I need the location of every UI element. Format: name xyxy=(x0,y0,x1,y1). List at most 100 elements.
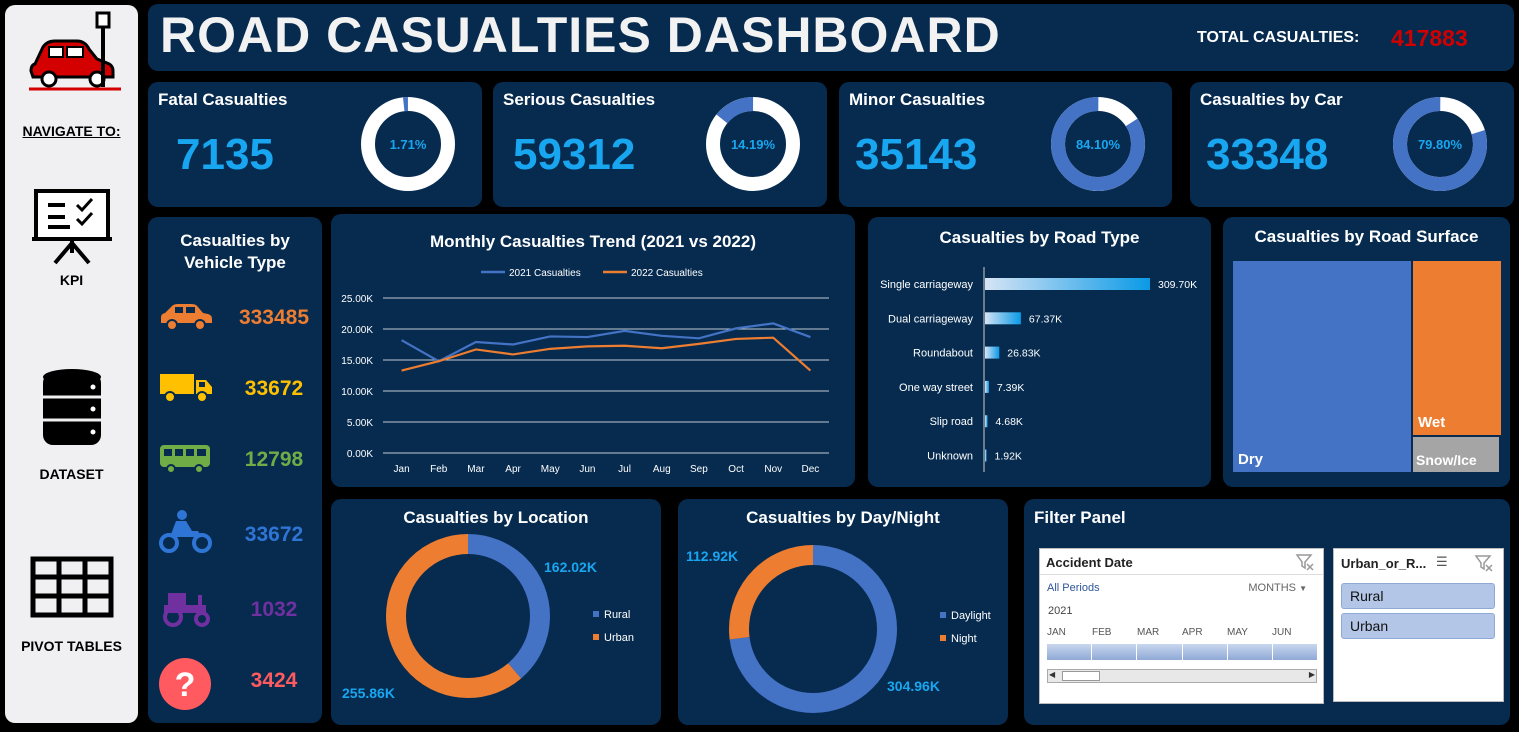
legend-label: Daylight xyxy=(951,610,991,622)
multi-select-icon[interactable]: ☰ xyxy=(1436,554,1448,569)
nav-kpi[interactable]: KPI xyxy=(5,183,138,288)
road-surface-panel: Casualties by Road Surface Dry Wet Snow/… xyxy=(1223,217,1510,487)
bar-value-label: 1.92K xyxy=(995,451,1022,463)
scroll-left-icon[interactable]: ◀ xyxy=(1049,670,1056,679)
treemap-tile-dry: Dry xyxy=(1233,261,1411,472)
question-icon: ? xyxy=(159,658,211,710)
x-tick-label: Jul xyxy=(618,464,631,475)
bar-value-label: 26.83K xyxy=(1007,348,1040,360)
series-line-2021 xyxy=(401,322,811,363)
nav-pivot-tables[interactable]: PIVOT TABLES xyxy=(5,555,138,654)
donut-data-label: 112.92K xyxy=(686,548,738,564)
x-tick-label: Jan xyxy=(394,464,410,475)
slicer-item-urban[interactable]: Urban xyxy=(1341,613,1495,639)
monthly-trend-panel: Monthly Casualties Trend (2021 vs 2022) … xyxy=(331,214,855,487)
timeline-month-label[interactable]: MAY xyxy=(1227,627,1248,638)
kpi-title: Serious Casualties xyxy=(503,90,656,109)
timeline-scrollbar[interactable]: ◀ ▶ xyxy=(1047,669,1317,683)
treemap-label: Dry xyxy=(1238,451,1264,468)
kpi-card-fatal: Fatal Casualties 7135 1.71% xyxy=(148,82,482,207)
bar xyxy=(985,415,988,428)
day-night-chart: 304.96K 112.92K Daylight Night xyxy=(686,545,991,713)
kpi-title: Fatal Casualties xyxy=(158,90,288,109)
y-tick-label: 0.00K xyxy=(347,449,373,460)
vehicle-value-other: 3424 xyxy=(250,669,298,692)
vehicle-value-car: 333485 xyxy=(238,306,310,329)
x-tick-label: Apr xyxy=(505,464,521,475)
legend-swatch xyxy=(593,634,599,640)
kpi-value: 7135 xyxy=(176,130,274,179)
nav-kpi-label: KPI xyxy=(59,272,84,288)
timeline-months: JAN FEB MAR APR MAY JUN xyxy=(1047,627,1317,641)
timeline-month-label[interactable]: MAR xyxy=(1137,627,1160,638)
treemap-label: Snow/Ice xyxy=(1416,452,1477,468)
kpi-donut-arc xyxy=(706,97,800,191)
bar-value-label: 4.68K xyxy=(995,416,1022,428)
kpi-card-car: Casualties by Car 33348 79.80% xyxy=(1190,82,1514,207)
logo-car-crash-icon xyxy=(5,9,138,98)
timeline-unit-label: MONTHS xyxy=(1248,582,1297,594)
timeline-month-label[interactable]: JAN xyxy=(1047,627,1066,638)
kpi-title: Casualties by Car xyxy=(1200,90,1343,109)
timeline-unit-dropdown[interactable]: MONTHS ▼ xyxy=(1248,582,1307,594)
scroll-thumb[interactable] xyxy=(1062,671,1100,681)
kpi-pct: 1.71% xyxy=(390,137,427,152)
vehicle-value-motorcycle: 33672 xyxy=(244,523,304,546)
legend-label: 2021 Casualties xyxy=(509,268,581,279)
nav-dataset-label: DATASET xyxy=(39,466,104,482)
timeline-year: 2021 xyxy=(1048,605,1073,617)
vehicle-type-panel: Casualties by Vehicle Type 333485 33672 … xyxy=(148,217,322,723)
x-tick-label: Feb xyxy=(430,464,448,475)
timeline-month-label[interactable]: FEB xyxy=(1092,627,1112,638)
vehicle-value-truck: 33672 xyxy=(244,377,304,400)
total-casualties-value: 417883 xyxy=(1391,25,1468,51)
kpi-donut: 1.71% xyxy=(361,97,455,191)
tractor-icon xyxy=(163,593,210,627)
legend-label: Rural xyxy=(604,609,630,621)
location-title: Casualties by Location xyxy=(403,508,589,527)
vehicle-value-bus: 12798 xyxy=(244,448,304,471)
scroll-right-icon[interactable]: ▶ xyxy=(1308,670,1315,679)
database-icon xyxy=(43,369,101,445)
slicer-item-rural[interactable]: Rural xyxy=(1341,583,1495,609)
donut-data-label: 162.02K xyxy=(544,559,597,575)
timeline-month-label[interactable]: JUN xyxy=(1272,627,1292,638)
donut-slice xyxy=(729,545,897,713)
vehicle-value-tractor: 1032 xyxy=(250,598,298,621)
vehicle-panel-title-2: Vehicle Type xyxy=(184,253,286,272)
nav-dataset[interactable]: DATASET xyxy=(5,367,138,482)
bar xyxy=(985,278,1150,290)
series-line-2022 xyxy=(401,336,812,372)
bar-value-label: 7.39K xyxy=(997,382,1024,394)
chevron-down-icon: ▼ xyxy=(1299,584,1307,593)
timeline-bar[interactable] xyxy=(1047,644,1317,660)
slicer-header: Urban_or_R... xyxy=(1341,556,1427,571)
kpi-pct: 14.19% xyxy=(731,137,776,152)
legend-label: Night xyxy=(951,633,977,645)
page-title: ROAD CASUALTIES DASHBOARD xyxy=(160,7,1001,63)
header-bar xyxy=(148,4,1514,71)
vehicle-panel-title-1: Casualties by xyxy=(180,231,290,250)
bar-category-label: Unknown xyxy=(927,451,973,463)
kpi-card-minor: Minor Casualties 35143 84.10% xyxy=(839,82,1172,207)
clear-filter-icon[interactable] xyxy=(1295,553,1315,571)
y-tick-label: 25.00K xyxy=(341,294,373,305)
timeline-slicer[interactable]: Accident Date All Periods MONTHS ▼ 2021 … xyxy=(1039,548,1324,704)
filter-panel: Filter Panel Accident Date All Periods M… xyxy=(1024,499,1510,725)
x-tick-label: Jun xyxy=(579,464,595,475)
kpi-value: 35143 xyxy=(855,130,978,179)
bar-value-label: 309.70K xyxy=(1158,279,1197,291)
table-grid-icon xyxy=(30,556,114,618)
treemap-label: Wet xyxy=(1418,414,1446,431)
legend-swatch xyxy=(940,612,946,618)
bar-category-label: Dual carriageway xyxy=(888,313,973,325)
donut-data-label: 304.96K xyxy=(887,678,940,694)
bar-category-label: Roundabout xyxy=(913,348,973,360)
timeline-header: Accident Date xyxy=(1046,555,1133,570)
clear-filter-icon[interactable] xyxy=(1474,554,1494,572)
x-tick-label: May xyxy=(541,464,560,475)
kpi-card-serious: Serious Casualties 59312 14.19% xyxy=(493,82,827,207)
location-panel: Casualties by Location 162.02K 255.86K Rur… xyxy=(331,499,661,725)
day-night-panel: Casualties by Day/Night 304.96K 112.92K Da… xyxy=(678,499,1008,725)
timeline-month-label[interactable]: APR xyxy=(1182,627,1203,638)
